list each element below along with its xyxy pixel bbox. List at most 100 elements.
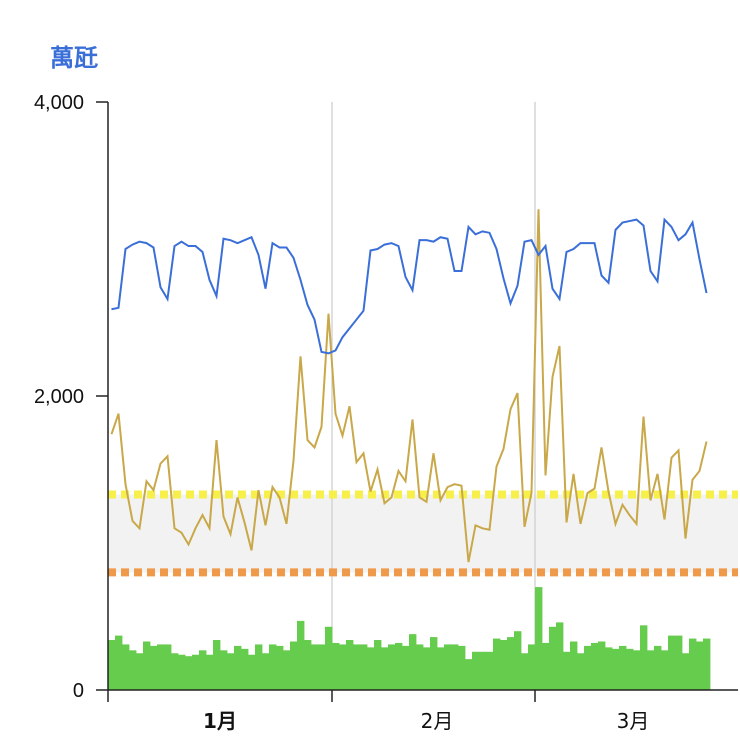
blue-series-line	[111, 217, 708, 355]
bar	[591, 642, 599, 690]
bar	[703, 638, 711, 690]
bar	[458, 645, 466, 690]
bar	[318, 644, 326, 690]
green-bars	[108, 587, 711, 690]
bar	[549, 626, 557, 690]
bar	[556, 622, 564, 690]
bar	[689, 638, 697, 690]
bar	[346, 640, 354, 690]
bar	[206, 654, 214, 690]
bar	[262, 653, 270, 690]
bar	[696, 641, 704, 690]
bar	[374, 640, 382, 690]
reference-band	[108, 494, 738, 573]
bar	[423, 647, 431, 690]
bar	[402, 645, 410, 690]
bar	[668, 635, 676, 690]
bar	[115, 635, 123, 690]
bar	[465, 659, 473, 690]
bar	[633, 650, 641, 690]
bar	[654, 645, 662, 690]
bar	[577, 653, 585, 690]
x-tick-label: 3月	[617, 709, 650, 733]
y-tick-label: 2,000	[34, 386, 84, 408]
bar	[150, 645, 158, 690]
bar	[143, 641, 151, 690]
bar	[521, 653, 529, 690]
unit-label: 萬瓩	[50, 44, 98, 72]
bar	[122, 644, 130, 690]
bar	[311, 644, 319, 690]
bar	[661, 650, 669, 690]
bar	[563, 651, 571, 690]
bar	[171, 653, 179, 690]
bar	[584, 645, 592, 690]
bar	[241, 648, 249, 690]
y-tick-label: 4,000	[34, 92, 84, 114]
bar	[297, 620, 305, 690]
gold-series-line	[110, 209, 708, 563]
bar	[185, 656, 193, 690]
bar	[234, 645, 242, 690]
bar	[535, 587, 543, 690]
bar	[605, 647, 613, 690]
bar	[395, 642, 403, 690]
bar	[507, 637, 515, 690]
bar	[199, 650, 207, 690]
bar	[479, 651, 487, 690]
bar	[409, 634, 417, 690]
bar	[213, 640, 221, 690]
bar	[640, 625, 648, 690]
x-tick-label: 2月	[421, 709, 454, 733]
bar	[367, 647, 375, 690]
bar	[227, 653, 235, 690]
bar	[388, 644, 396, 690]
bar	[542, 642, 550, 690]
bar	[255, 644, 263, 690]
bar	[416, 644, 424, 690]
bar	[528, 644, 536, 690]
bar	[675, 635, 683, 690]
bar	[290, 641, 298, 690]
bar	[682, 653, 690, 690]
bar	[493, 638, 501, 690]
bar	[626, 648, 634, 690]
bar	[619, 645, 627, 690]
bar	[178, 654, 186, 690]
bar	[353, 644, 361, 690]
bar	[108, 640, 116, 690]
bar	[248, 654, 256, 690]
bar	[192, 654, 200, 690]
bar	[283, 650, 291, 690]
y-axis-ticks: 4,000 2,000 0	[34, 92, 108, 702]
bar	[612, 648, 620, 690]
bar	[514, 631, 522, 690]
bar	[451, 644, 459, 690]
bar	[437, 647, 445, 690]
bar	[157, 644, 165, 690]
x-tick-label: 1月	[203, 709, 237, 733]
bar	[129, 650, 137, 690]
bar	[570, 641, 578, 690]
gridlines	[331, 102, 536, 690]
bar	[430, 637, 438, 690]
bar	[304, 640, 312, 690]
bar	[500, 640, 508, 690]
bar	[220, 650, 228, 690]
bar	[339, 644, 347, 690]
bar	[486, 651, 494, 690]
bar	[332, 642, 340, 690]
x-axis-ticks: 1月 2月 3月	[107, 690, 650, 733]
bar	[360, 644, 368, 690]
bar	[472, 651, 480, 690]
bar	[325, 626, 333, 690]
bar	[269, 644, 277, 690]
bar	[444, 644, 452, 690]
bar	[598, 641, 606, 690]
bar	[381, 647, 389, 690]
y-tick-label: 0	[73, 680, 84, 702]
bar	[647, 650, 655, 690]
bar	[276, 645, 284, 690]
bar	[136, 653, 144, 690]
